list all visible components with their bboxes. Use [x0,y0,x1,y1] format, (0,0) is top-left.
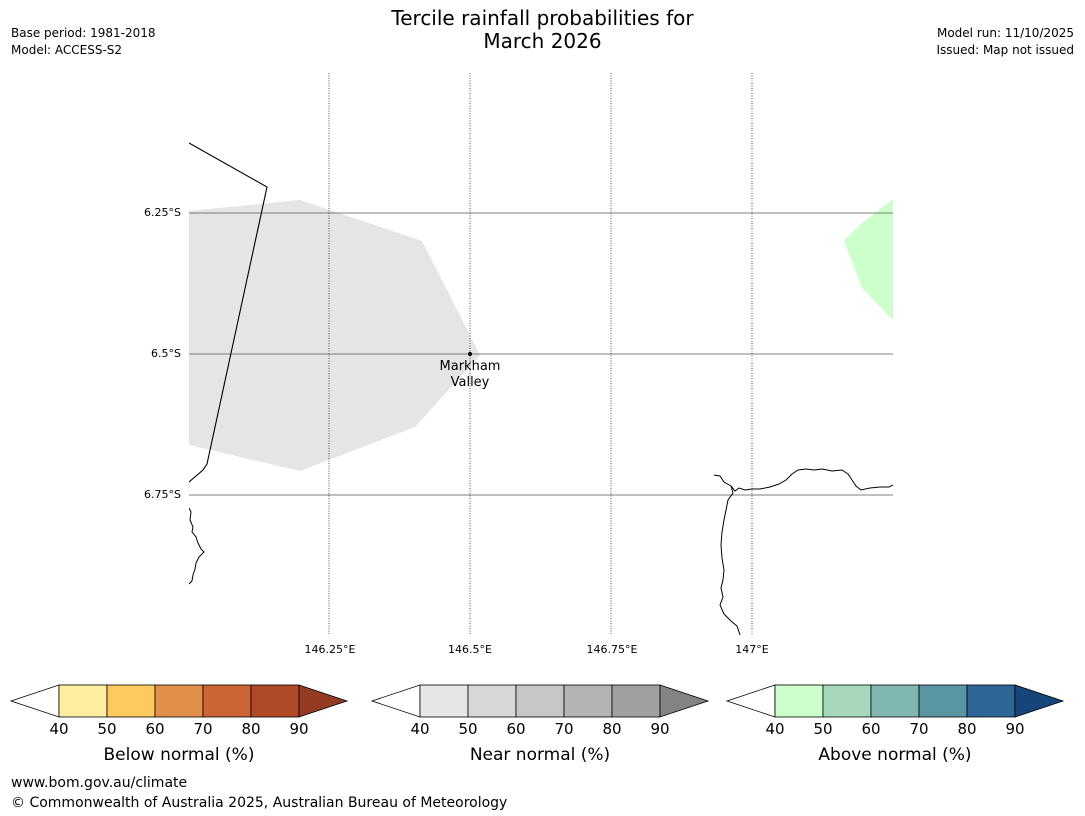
footer-url-link[interactable]: www.bom.gov.au/climate [11,775,188,791]
lon-label-147: 147°E [735,643,769,656]
model-text: Model: ACCESS-S2 [11,43,123,57]
above-tick-40: 40 [765,720,785,738]
place-label: Markham Valley [410,359,530,391]
below-seg-60-70 [154,684,204,718]
near-seg-50-60 [467,684,517,718]
above-normal-region [844,199,893,320]
colorbar-above-normal [725,684,1065,718]
below-over-triangle [298,684,349,718]
coastline-east-river [719,485,741,635]
below-under-triangle [9,684,60,718]
model-run-text: Model run: 11/10/2025 [936,26,1074,40]
above-tick-50: 50 [813,720,833,738]
near-tick-40: 40 [410,720,430,738]
issued-text: Issued: Map not issued [936,43,1074,57]
map-canvas[interactable] [0,0,1085,680]
lon-label-146-75: 146.75°E [586,643,638,656]
above-seg-80-90 [966,684,1016,718]
colorbar-near-normal [370,684,710,718]
place-name-line-1: Markham [439,359,501,374]
base-period-text: Base period: 1981-2018 [11,26,156,40]
near-seg-70-80 [563,684,613,718]
coastline-west [189,507,205,585]
near-tick-70: 70 [554,720,574,738]
title-line-2: March 2026 [483,29,602,53]
below-tick-50: 50 [97,720,117,738]
colorbar-below-normal [9,684,349,718]
lat-label-6-5: 6.5°S [151,347,181,360]
near-tick-90: 90 [650,720,670,738]
above-over-triangle [1014,684,1065,718]
below-tick-90: 90 [289,720,309,738]
near-over-triangle [659,684,710,718]
near-seg-40-50 [419,684,469,718]
above-tick-80: 80 [957,720,977,738]
near-normal-title: Near normal (%) [469,745,611,765]
above-tick-60: 60 [861,720,881,738]
title-line-1: Tercile rainfall probabilities for [391,6,694,30]
near-tick-80: 80 [602,720,622,738]
near-seg-80-90 [611,684,661,718]
above-seg-40-50 [774,684,824,718]
near-tick-60: 60 [506,720,526,738]
below-normal-title: Below normal (%) [103,745,255,765]
boundary-line [189,142,268,483]
lat-label-6-75: 6.75°S [144,488,181,501]
lon-label-146-25: 146.25°E [304,643,356,656]
above-tick-70: 70 [909,720,929,738]
markham-valley-marker[interactable] [468,352,472,356]
coastline-east [713,468,893,492]
above-seg-50-60 [822,684,872,718]
colorbars [9,684,1065,718]
map-title: Tercile rainfall probabilities for March… [0,7,1085,53]
below-tick-80: 80 [241,720,261,738]
below-seg-50-60 [106,684,156,718]
lon-label-146-5: 146.5°E [448,643,492,656]
footer-copyright: © Commonwealth of Australia 2025, Austra… [11,795,508,811]
near-normal-region [189,200,480,471]
above-tick-90: 90 [1005,720,1025,738]
below-seg-70-80 [202,684,252,718]
above-seg-70-80 [918,684,968,718]
below-seg-40-50 [58,684,108,718]
below-tick-40: 40 [49,720,69,738]
above-seg-60-70 [870,684,920,718]
below-seg-80-90 [250,684,300,718]
near-tick-50: 50 [458,720,478,738]
above-normal-title: Above normal (%) [818,745,972,765]
near-seg-60-70 [515,684,565,718]
below-tick-70: 70 [193,720,213,738]
above-under-triangle [725,684,776,718]
near-under-triangle [370,684,421,718]
place-name-line-2: Valley [450,375,490,390]
below-tick-60: 60 [145,720,165,738]
lat-label-6-25: 6.25°S [144,206,181,219]
